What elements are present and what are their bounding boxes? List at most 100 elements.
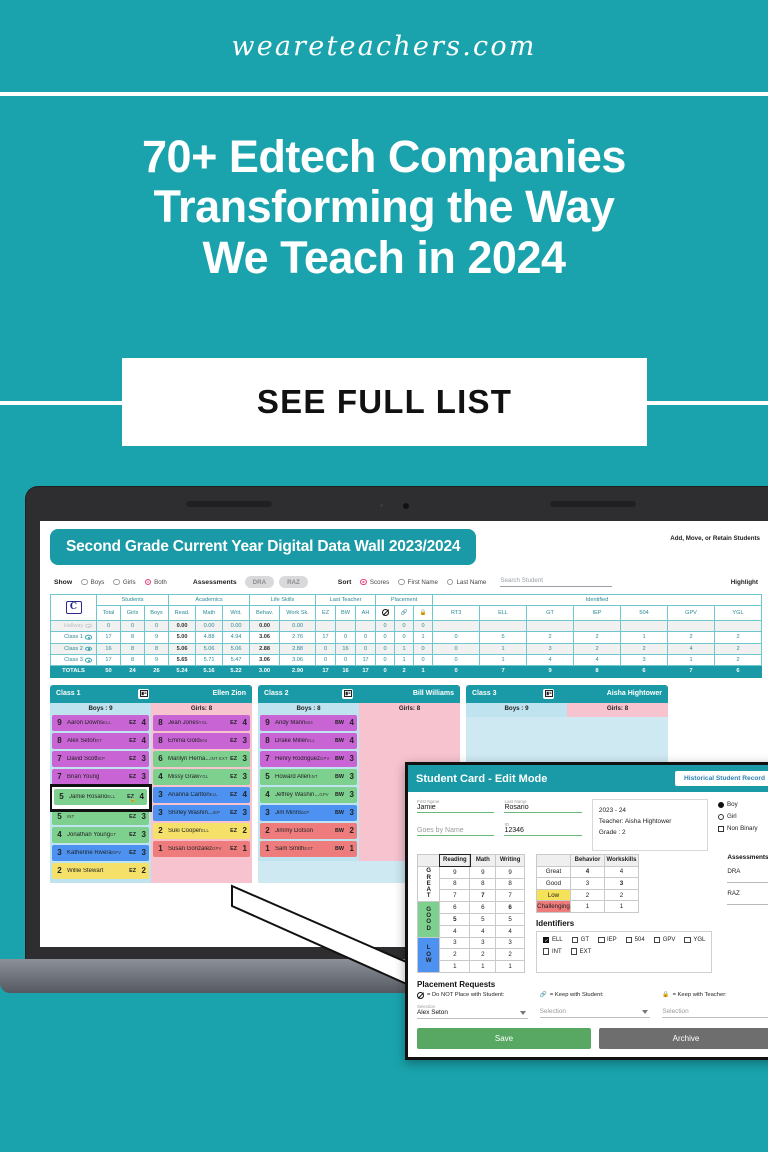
show-radio-group[interactable]: Boys Girls Both (81, 579, 167, 586)
student-card[interactable]: 9 Aaron DownsELL EZ 4 (52, 714, 149, 731)
search-input[interactable]: Search Student (500, 577, 613, 587)
academic-cell[interactable]: 5 (495, 912, 525, 926)
keep-with-student-select[interactable]: Selection (539, 1003, 651, 1018)
academic-cell[interactable]: 9 (469, 865, 497, 879)
add-move-retain-link[interactable]: Add, Move, or Retain Students (670, 535, 760, 542)
workskills-cell[interactable]: 4 (603, 865, 639, 879)
identifier-int[interactable]: INT (542, 948, 562, 955)
table-row[interactable]: Hallway 0 0 0 0.00 0.00 0.00 0.00 0.00 0 0 0 (50, 619, 762, 633)
academic-cell[interactable]: 8 (469, 877, 497, 891)
student-card[interactable]: 3 Jim MinnsIEP BW 3 (260, 804, 357, 821)
student-card-modal[interactable]: Student Card - Edit Mode Historical Stud… (405, 762, 768, 1060)
class-card-icon[interactable] (342, 688, 354, 699)
student-card[interactable]: 4 Jeffrey Washin...GPV BW 3 (260, 786, 357, 803)
highlight-label[interactable]: Highlight (730, 578, 758, 586)
see-full-list-button[interactable]: SEE FULL LIST (122, 358, 647, 446)
academic-cell[interactable]: 1 (469, 960, 497, 973)
assessment-pill-raz[interactable]: RAZ (279, 576, 308, 588)
academic-cell[interactable]: 3 (495, 936, 525, 950)
behavior-cell[interactable]: 3 (569, 877, 605, 890)
academic-cell[interactable]: 1 (439, 960, 471, 973)
academic-cell[interactable]: 8 (495, 877, 525, 891)
student-card[interactable]: 6 Marilyn Herna...INT EXT EZ 3 (153, 750, 250, 767)
student-card[interactable]: 8 Jean JonesYGL EZ 4 (153, 714, 250, 731)
show-option-both[interactable]: Both (144, 579, 167, 586)
sort-radio-group[interactable]: Scores First Name Last Name (360, 579, 486, 586)
student-card[interactable]: 2 Willie Stewart EZ 2 (52, 862, 149, 879)
identifier-504[interactable]: 504 (625, 936, 645, 944)
table-row[interactable]: Class 1 17 8 9 5.00 4.88 4.94 3.06 2.76 17 0 0 0 0 1 0 5… (50, 631, 762, 644)
academic-cell[interactable]: 2 (439, 948, 471, 962)
student-card[interactable]: 2 Suki CooperELL EZ 2 (153, 822, 250, 839)
student-card[interactable]: 1 Sam SmithEXT BW 1 (260, 840, 357, 857)
show-option-boys[interactable]: Boys (81, 579, 104, 586)
table-row[interactable]: Class 2 16 8 8 5.06 5.06 5.06 2.88 2.88 0 16 0 0 1 0 0 1… (50, 642, 762, 655)
student-card[interactable]: 4 Missy GrawYGL EZ 3 (153, 768, 250, 785)
academic-cell[interactable]: 7 (495, 889, 525, 903)
student-card[interactable]: 4 Jonathan YoungGT EZ 3 (52, 826, 149, 843)
assessment-field-raz[interactable]: RAZ (727, 890, 768, 905)
student-card[interactable]: 1 Susan GonzalezGPV EZ 1 (153, 840, 250, 857)
identifier-ygl[interactable]: YGL (684, 936, 705, 944)
table-row[interactable]: Class 3 17 8 9 5.65 5.71 5.47 3.06 3.06 0 0 17 0 1 0 0 1… (50, 653, 762, 667)
identifier-ell[interactable]: ✓ ELL (542, 936, 563, 944)
student-card[interactable]: 3 Arianna CarltonELL EZ 4 (153, 786, 250, 803)
academic-cell[interactable]: 5 (469, 912, 497, 926)
identifiers-box[interactable]: ✓ ELL GT IEP 504 GPV YGL INT EXT (535, 930, 713, 973)
id-field[interactable]: ID 12346 (504, 822, 582, 836)
class-card-icon[interactable] (138, 688, 150, 699)
gender-group[interactable]: Boy Girl Non Binary (718, 799, 768, 851)
sort-option-first-name[interactable]: First Name (398, 579, 438, 586)
student-card[interactable]: 2 Jimmy Dotson BW 2 (260, 822, 357, 839)
academic-cell[interactable]: 3 (439, 936, 471, 950)
identifier-gt[interactable]: GT (571, 936, 589, 944)
academic-cell[interactable]: 9 (439, 865, 471, 879)
academic-cell[interactable]: 1 (495, 960, 525, 973)
student-card[interactable]: 5 Jamie RosarioELL EZ 4 🔒 (54, 788, 147, 805)
academic-cell[interactable]: 3 (469, 936, 497, 950)
last-name-field[interactable]: Last Name Rosario (504, 799, 582, 813)
gender-option-girl[interactable]: Girl (718, 813, 768, 820)
eye-icon[interactable] (85, 623, 92, 629)
academic-cell[interactable]: 8 (439, 877, 471, 891)
academic-cell[interactable]: 5 (439, 912, 471, 926)
behavior-cell[interactable]: 1 (569, 900, 605, 913)
student-card[interactable]: 3 Shirley Washin...IEP EZ 3 (153, 804, 250, 821)
academic-cell[interactable]: 2 (495, 948, 525, 962)
identifier-iep[interactable]: IEP (598, 936, 617, 944)
identifier-gpv[interactable]: GPV (653, 936, 675, 944)
student-card[interactable]: 7 Henry RodriguezGPV BW 3 (260, 750, 357, 767)
academic-score-grid[interactable]: Reading Math Writing G R E A T 9 9 9 8 8 8 7 7 7 G O O D 6 6 6 5… (416, 853, 525, 973)
identifier-ext[interactable]: EXT (570, 948, 591, 955)
sort-option-scores[interactable]: Scores (360, 579, 389, 586)
gender-option-boy[interactable]: Boy (718, 801, 768, 808)
first-name-field[interactable]: First Name Jamie (417, 799, 495, 813)
student-card[interactable]: 5 Howard AllenINT BW 3 (260, 768, 357, 785)
academic-cell[interactable]: 4 (495, 924, 525, 938)
assessment-field-dra[interactable]: DRA (727, 868, 768, 883)
goes-by-field[interactable]: Goes by Name (417, 822, 495, 836)
student-card[interactable]: 8 Alex SetonGT EZ 4 (52, 732, 149, 749)
class-card-icon[interactable] (543, 688, 555, 699)
behavior-cell[interactable]: 2 (569, 888, 605, 902)
academic-cell[interactable]: 2 (469, 948, 497, 962)
student-card[interactable]: 8 Emma Gold504 EZ 3 (153, 732, 250, 749)
academic-cell[interactable]: 4 (469, 924, 497, 938)
student-card[interactable]: 8 Drake MillerELL BW 4 (260, 732, 357, 749)
student-card[interactable]: 7 David ScottIEP EZ 3 (52, 750, 149, 767)
life-skills-grid[interactable]: Behavior Workskills Great 4 4 Good 3 3 Low 2 2 Chal… (535, 854, 639, 913)
sort-option-last-name[interactable]: Last Name (446, 579, 486, 586)
student-card[interactable]: 7 Brian Young EZ 3 (52, 768, 149, 785)
historical-student-record-button[interactable]: Historical Student Record (675, 771, 768, 786)
academic-cell[interactable]: 9 (495, 865, 525, 879)
eye-icon[interactable] (85, 657, 92, 663)
eye-icon[interactable] (85, 646, 92, 651)
workskills-cell[interactable]: 3 (603, 877, 639, 890)
archive-button[interactable]: Archive (599, 1027, 768, 1049)
show-option-girls[interactable]: Girls (113, 579, 136, 586)
eye-icon[interactable] (85, 635, 92, 640)
student-card[interactable]: 3 Katherine RiveraGPV EZ 3 (52, 844, 149, 861)
gender-option-non-binary[interactable]: Non Binary (718, 825, 768, 832)
save-button[interactable]: Save (417, 1027, 591, 1049)
academic-cell[interactable]: 4 (439, 924, 471, 938)
